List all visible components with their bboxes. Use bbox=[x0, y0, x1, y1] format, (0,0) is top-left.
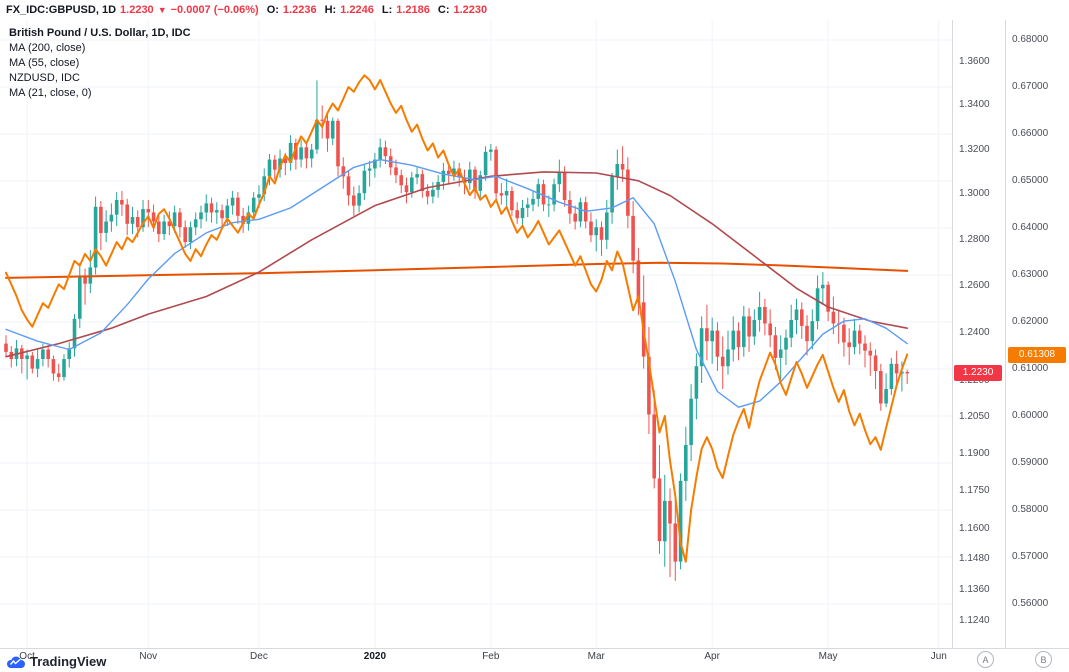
nzd-axis-tick: 0.58000 bbox=[1012, 504, 1049, 515]
time-axis-label: Dec bbox=[250, 651, 268, 662]
legend-ma-200[interactable]: MA (200, close) bbox=[9, 42, 86, 54]
gbp-axis-tick: 1.2600 bbox=[959, 280, 990, 291]
legend-nzdusd[interactable]: NZDUSD, IDC bbox=[9, 72, 80, 84]
time-axis-label: Feb bbox=[482, 651, 500, 662]
time-axis-label: Mar bbox=[587, 651, 605, 662]
gbp-axis-tick: 1.1360 bbox=[959, 583, 990, 595]
legend-ma-55[interactable]: MA (55, close) bbox=[9, 57, 80, 69]
tradingview-logo-text: TradingView bbox=[30, 654, 107, 669]
time-axis-label: Oct bbox=[19, 651, 35, 662]
nzd-axis-tick: 0.62000 bbox=[1012, 316, 1049, 327]
chart-legend: British Pound / U.S. Dollar, 1D, IDC MA … bbox=[9, 26, 191, 101]
gbp-axis-tick: 1.1900 bbox=[959, 447, 990, 459]
gbp-axis-tick: 1.3600 bbox=[959, 56, 990, 67]
time-axis-label: Jun bbox=[930, 651, 947, 662]
time-axis-label: 2020 bbox=[363, 651, 387, 662]
close-label: C: bbox=[437, 4, 450, 16]
close-value: 1.2230 bbox=[453, 4, 488, 16]
nzdusd-idc-line[interactable] bbox=[5, 74, 909, 563]
price-axis[interactable]: 1.3600 1.3400 1.3200 1.3000 1.2800 1.2600 1.24… bbox=[952, 20, 1069, 648]
symbol-title[interactable]: FX_IDC:GBPUSD, 1D bbox=[6, 4, 117, 16]
price-change: −0.0007 (−0.06%) bbox=[170, 4, 259, 16]
open-label: O: bbox=[266, 4, 279, 16]
nzd-axis-tick: 0.56000 bbox=[1012, 598, 1049, 609]
symbol-header: FX_IDC:GBPUSD, 1D 1.2230 ▼ −0.0007 (−0.0… bbox=[0, 0, 1069, 20]
gbp-axis-tick: 1.2400 bbox=[959, 326, 990, 338]
legend-ma-21[interactable]: MA (21, close, 0) bbox=[9, 87, 92, 99]
scale-b-button[interactable]: B bbox=[1035, 651, 1052, 668]
down-triangle-icon: ▼ bbox=[157, 5, 167, 15]
high-value: 1.2246 bbox=[340, 4, 374, 16]
nzd-axis-tick: 0.64000 bbox=[1012, 222, 1049, 233]
time-axis[interactable]: Oct Nov Dec 2020 Feb Mar Apr May Jun bbox=[0, 649, 952, 665]
nzd-axis-tick: 0.57000 bbox=[1012, 551, 1049, 562]
time-axis-separator bbox=[0, 648, 1069, 649]
nzd-axis-tick: 0.67000 bbox=[1012, 81, 1049, 92]
nzd-axis-tick: 0.65000 bbox=[1012, 175, 1049, 186]
grid-lines bbox=[0, 20, 952, 648]
time-axis-label: May bbox=[818, 651, 838, 662]
low-value: 1.2186 bbox=[396, 4, 430, 16]
ma-21-close-0--line[interactable] bbox=[5, 158, 908, 408]
nzd-axis-tick: 0.63000 bbox=[1012, 269, 1049, 280]
gbp-axis-tick: 1.1480 bbox=[959, 553, 990, 565]
nzd-axis-tick: 0.61000 bbox=[1012, 363, 1049, 374]
ma-200-close--line[interactable] bbox=[5, 261, 909, 279]
gbp-axis-tick: 1.1750 bbox=[959, 484, 990, 496]
nzd-last-price-badge: 0.61308 bbox=[1008, 346, 1066, 363]
time-axis-label: Apr bbox=[704, 651, 720, 662]
nzd-axis-tick: 0.60000 bbox=[1012, 410, 1049, 421]
tradingview-logo[interactable]: TradingView bbox=[6, 654, 106, 669]
scale-button-corner: A B bbox=[952, 648, 1069, 672]
nzd-axis-tick: 0.68000 bbox=[1012, 34, 1049, 45]
gbp-price-scale[interactable]: 1.3600 1.3400 1.3200 1.3000 1.2800 1.2600 1.24… bbox=[953, 20, 1005, 648]
open-value: 1.2236 bbox=[282, 4, 317, 16]
chart-canvas[interactable] bbox=[0, 20, 952, 648]
nzd-price-scale[interactable]: 0.68000 0.67000 0.66000 0.65000 0.64000 0.630… bbox=[1005, 20, 1069, 648]
gbp-axis-tick: 1.1240 bbox=[959, 615, 990, 626]
gbp-axis-tick: 1.1600 bbox=[959, 522, 990, 534]
gbp-axis-tick: 1.2800 bbox=[959, 233, 990, 245]
nzd-axis-tick: 0.66000 bbox=[1012, 128, 1049, 139]
scale-a-button[interactable]: A bbox=[977, 651, 994, 668]
gbp-axis-tick: 1.3400 bbox=[959, 99, 990, 111]
gbp-last-price-badge: 1.2230 bbox=[954, 365, 1002, 382]
gbp-axis-tick: 1.3200 bbox=[959, 143, 990, 155]
gbp-axis-tick: 1.3000 bbox=[959, 188, 990, 200]
low-label: L: bbox=[381, 4, 393, 16]
tradingview-cloud-icon bbox=[7, 656, 25, 668]
nzd-axis-tick: 0.59000 bbox=[1012, 457, 1049, 468]
last-price: 1.2230 bbox=[120, 4, 154, 16]
gbp-axis-tick: 1.2050 bbox=[959, 410, 990, 422]
high-label: H: bbox=[324, 4, 337, 16]
time-axis-label: Nov bbox=[139, 651, 158, 662]
legend-symbol-title[interactable]: British Pound / U.S. Dollar, 1D, IDC bbox=[9, 27, 191, 39]
gbpusd-candle-series[interactable] bbox=[4, 80, 909, 581]
ma-55-close--line[interactable] bbox=[5, 171, 908, 358]
